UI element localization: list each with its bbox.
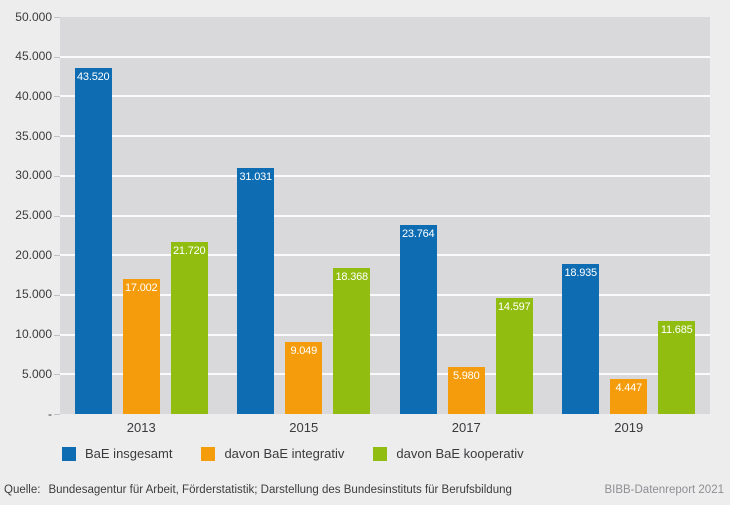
x-axis: 2013 2015 2017 2019 (60, 420, 710, 435)
bar-value-label: 11.685 (660, 324, 693, 337)
bar-blue-2019: 18.935 (562, 263, 600, 414)
bar-value-label: 31.031 (239, 170, 273, 183)
y-tick-mark (54, 175, 60, 177)
report-label: BIBB-Datenreport 2021 (604, 484, 724, 496)
y-tick-mark (54, 136, 60, 138)
bar-orange-2017: 5.980 (447, 366, 485, 414)
x-tick-label-2017: 2017 (451, 420, 481, 435)
bar-blue-2013: 43.520 (74, 68, 112, 414)
y-tick-label: 15.000 (15, 287, 52, 302)
source-line: Quelle: Bundesagentur für Arbeit, Förders… (4, 484, 512, 496)
bar-blue-2017: 23.764 (399, 225, 437, 414)
source-label: Quelle: (4, 484, 41, 496)
y-tick-mark (54, 17, 60, 18)
bar-value-label: 23.764 (402, 228, 435, 241)
y-tick-label: 30.000 (15, 168, 52, 183)
bar-value-label: 4.447 (615, 381, 643, 394)
y-tick-label: 35.000 (15, 128, 52, 143)
legend-swatch-orange (201, 446, 216, 461)
bar-value-label: 5.980 (452, 369, 480, 382)
y-tick-label: 50.000 (15, 9, 52, 24)
bar-orange-2013: 17.002 (122, 279, 160, 414)
y-tick-label: - (48, 406, 52, 421)
y-tick-mark (54, 255, 60, 257)
legend-label: davon BaE integrativ (224, 446, 345, 461)
x-tick-label-2019: 2019 (614, 420, 644, 435)
legend: BaE insgesamt davon BaE integrativ davon B… (62, 446, 524, 461)
legend-swatch-green (373, 446, 388, 461)
bar-green-2013: 21.720 (170, 241, 208, 414)
bar-value-label: 14.597 (498, 301, 531, 314)
legend-label: BaE insgesamt (85, 446, 173, 461)
legend-item-orange: davon BaE integrativ (201, 446, 344, 461)
bar-orange-2019: 4.447 (610, 378, 648, 414)
y-tick-label: 40.000 (15, 88, 52, 103)
bar-green-2015: 18.368 (333, 268, 371, 414)
y-tick-mark (54, 374, 60, 376)
x-tick-label-2015: 2015 (289, 420, 319, 435)
y-tick-label: 45.000 (15, 49, 52, 64)
legend-item-green: davon BaE kooperativ (373, 446, 524, 461)
legend-item-blue: BaE insgesamt (62, 446, 172, 461)
bar-group-2015: 31.031 9.049 18.368 (223, 17, 386, 414)
y-tick-mark (54, 294, 60, 296)
bar-value-label: 17.002 (125, 282, 158, 295)
bar-group-2019: 18.935 4.447 11.685 (548, 17, 711, 414)
y-tick-mark (54, 56, 60, 58)
bar-green-2019: 11.685 (658, 321, 696, 414)
bar-value-label: 9.049 (290, 345, 318, 358)
y-tick-mark (54, 215, 60, 217)
bar-value-label: 43.520 (77, 71, 110, 84)
source-text: Bundesagentur für Arbeit, Förderstatisti… (48, 484, 512, 496)
bar-orange-2015: 9.049 (285, 342, 323, 414)
bar-value-label: 21.720 (173, 244, 206, 257)
bar-value-label: 18.368 (335, 271, 369, 284)
y-tick-mark (54, 334, 60, 336)
footer: Quelle: Bundesagentur für Arbeit, Förders… (4, 484, 724, 496)
bar-group-2013: 43.520 17.002 21.720 (60, 17, 223, 414)
plot-area: 43.520 17.002 21.720 31.031 9.049 18.368 23.76… (60, 17, 710, 414)
y-tick-label: 5.000 (21, 366, 52, 381)
bar-value-label: 18.935 (564, 266, 598, 279)
bar-group-2017: 23.764 5.980 14.597 (385, 17, 548, 414)
y-tick-label: 10.000 (15, 327, 52, 342)
y-tick-mark (54, 96, 60, 98)
bar-blue-2015: 31.031 (237, 167, 275, 414)
y-tick-label: 20.000 (15, 247, 52, 262)
legend-label: davon BaE kooperativ (396, 446, 524, 461)
y-tick-mark (54, 414, 60, 415)
legend-swatch-blue (62, 446, 76, 461)
bar-green-2017: 14.597 (495, 298, 533, 414)
x-tick-label-2013: 2013 (126, 420, 156, 435)
y-tick-label: 25.000 (15, 208, 52, 222)
